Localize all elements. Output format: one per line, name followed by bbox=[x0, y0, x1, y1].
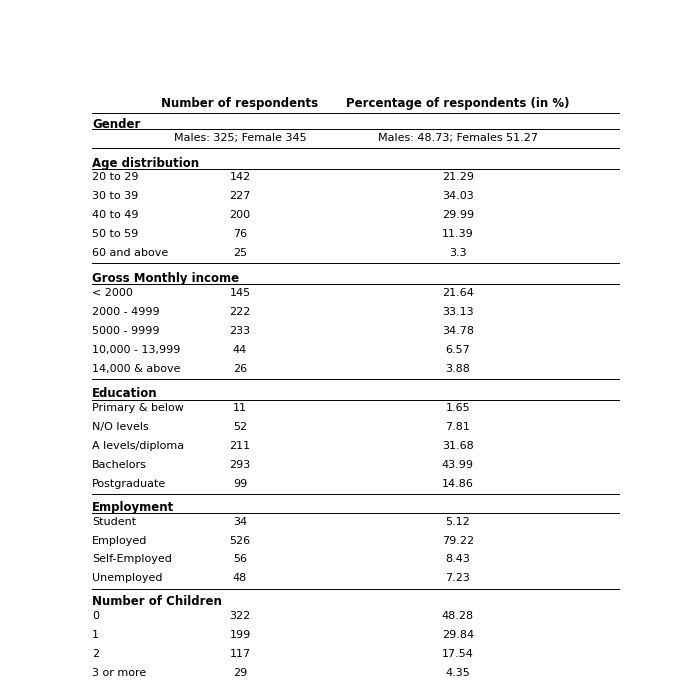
Text: 52: 52 bbox=[233, 422, 247, 432]
Text: 29.84: 29.84 bbox=[442, 630, 474, 640]
Text: Employed: Employed bbox=[92, 535, 148, 546]
Text: A levels/diploma: A levels/diploma bbox=[92, 441, 184, 451]
Text: 3 or more: 3 or more bbox=[92, 668, 146, 678]
Text: 227: 227 bbox=[229, 191, 251, 201]
Text: 17.54: 17.54 bbox=[442, 649, 474, 659]
Text: 117: 117 bbox=[230, 649, 251, 659]
Text: 34.78: 34.78 bbox=[442, 326, 474, 335]
Text: 3.88: 3.88 bbox=[446, 363, 471, 374]
Text: 11.39: 11.39 bbox=[442, 229, 474, 239]
Text: 30 to 39: 30 to 39 bbox=[92, 191, 138, 201]
Text: 5000 - 9999: 5000 - 9999 bbox=[92, 326, 160, 335]
Text: 1.65: 1.65 bbox=[446, 403, 470, 413]
Text: 43.99: 43.99 bbox=[442, 460, 474, 470]
Text: N/O levels: N/O levels bbox=[92, 422, 149, 432]
Text: 7.81: 7.81 bbox=[446, 422, 471, 432]
Text: 2000 - 4999: 2000 - 4999 bbox=[92, 307, 160, 317]
Text: 142: 142 bbox=[230, 173, 251, 182]
Text: Percentage of respondents (in %): Percentage of respondents (in %) bbox=[346, 97, 570, 110]
Text: 50 to 59: 50 to 59 bbox=[92, 229, 138, 239]
Text: 1: 1 bbox=[92, 630, 99, 640]
Text: 4.35: 4.35 bbox=[446, 668, 471, 678]
Text: 33.13: 33.13 bbox=[442, 307, 474, 317]
Text: Males: 325; Female 345: Males: 325; Female 345 bbox=[174, 133, 306, 143]
Text: 34.03: 34.03 bbox=[442, 191, 474, 201]
Text: Primary & below: Primary & below bbox=[92, 403, 184, 413]
Text: 200: 200 bbox=[230, 210, 251, 221]
Text: Unemployed: Unemployed bbox=[92, 573, 162, 583]
Text: 76: 76 bbox=[233, 229, 247, 239]
Text: Bachelors: Bachelors bbox=[92, 460, 147, 470]
Text: 31.68: 31.68 bbox=[442, 441, 474, 451]
Text: < 2000: < 2000 bbox=[92, 288, 133, 298]
Text: 29: 29 bbox=[233, 668, 247, 678]
Text: 6.57: 6.57 bbox=[446, 345, 471, 354]
Text: 211: 211 bbox=[230, 441, 251, 451]
Text: 48.28: 48.28 bbox=[442, 611, 474, 621]
Text: 34: 34 bbox=[233, 516, 247, 527]
Text: 3.3: 3.3 bbox=[449, 248, 466, 258]
Text: 293: 293 bbox=[230, 460, 251, 470]
Text: Age distribution: Age distribution bbox=[92, 156, 199, 169]
Text: Postgraduate: Postgraduate bbox=[92, 479, 167, 489]
Text: Number of Children: Number of Children bbox=[92, 595, 222, 608]
Text: 48: 48 bbox=[233, 573, 247, 583]
Text: 29.99: 29.99 bbox=[442, 210, 474, 221]
Text: 2: 2 bbox=[92, 649, 99, 659]
Text: 26: 26 bbox=[233, 363, 247, 374]
Text: Number of respondents: Number of respondents bbox=[162, 97, 319, 110]
Text: 44: 44 bbox=[233, 345, 247, 354]
Text: 8.43: 8.43 bbox=[446, 555, 471, 564]
Text: 25: 25 bbox=[233, 248, 247, 258]
Text: Student: Student bbox=[92, 516, 136, 527]
Text: Gross Monthly income: Gross Monthly income bbox=[92, 272, 239, 285]
Text: 99: 99 bbox=[233, 479, 247, 489]
Text: 233: 233 bbox=[230, 326, 251, 335]
Text: 5.12: 5.12 bbox=[446, 516, 471, 527]
Text: 21.64: 21.64 bbox=[442, 288, 474, 298]
Text: 199: 199 bbox=[230, 630, 251, 640]
Text: 11: 11 bbox=[233, 403, 247, 413]
Text: Education: Education bbox=[92, 387, 158, 400]
Text: 20 to 29: 20 to 29 bbox=[92, 173, 139, 182]
Text: 14,000 & above: 14,000 & above bbox=[92, 363, 180, 374]
Text: 10,000 - 13,999: 10,000 - 13,999 bbox=[92, 345, 180, 354]
Text: 7.23: 7.23 bbox=[446, 573, 471, 583]
Text: 21.29: 21.29 bbox=[442, 173, 474, 182]
Text: 14.86: 14.86 bbox=[442, 479, 474, 489]
Text: Self-Employed: Self-Employed bbox=[92, 555, 172, 564]
Text: Employment: Employment bbox=[92, 501, 174, 514]
Text: 0: 0 bbox=[92, 611, 99, 621]
Text: 40 to 49: 40 to 49 bbox=[92, 210, 139, 221]
Text: 56: 56 bbox=[233, 555, 247, 564]
Text: 145: 145 bbox=[230, 288, 251, 298]
Text: 322: 322 bbox=[230, 611, 251, 621]
Text: 79.22: 79.22 bbox=[442, 535, 474, 546]
Text: 222: 222 bbox=[229, 307, 251, 317]
Text: 526: 526 bbox=[230, 535, 251, 546]
Text: Males: 48.73; Females 51.27: Males: 48.73; Females 51.27 bbox=[378, 133, 538, 143]
Text: Gender: Gender bbox=[92, 117, 140, 130]
Text: 60 and above: 60 and above bbox=[92, 248, 169, 258]
